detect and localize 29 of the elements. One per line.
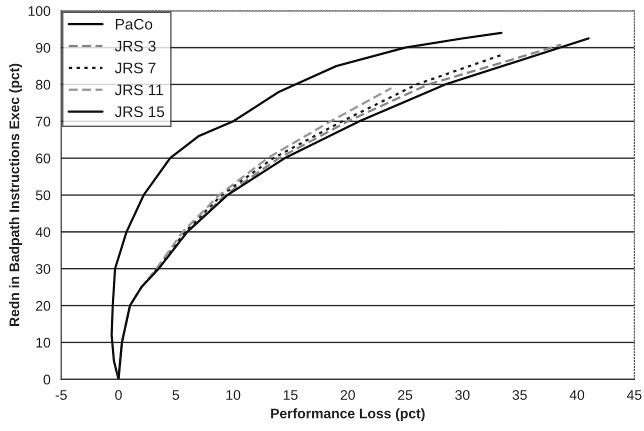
y-tick-label: 40 <box>36 227 50 238</box>
y-tick-label: 70 <box>36 116 50 126</box>
legend-label: PaCo <box>116 18 152 30</box>
x-tick-label: 15 <box>284 390 298 400</box>
x-tick-label: 45 <box>626 390 642 400</box>
x-tick-label: 5 <box>172 390 180 400</box>
x-tick-label: 40 <box>570 390 584 400</box>
legend-label: JRS 7 <box>114 62 156 74</box>
y-axis-title: Redn in Badpath Instructions Exec (pct) <box>9 64 22 326</box>
y-tick-label: 100 <box>28 6 50 16</box>
y-tick-label: 80 <box>36 80 50 90</box>
y-tick-label: 20 <box>36 300 50 311</box>
x-tick-label: 25 <box>398 390 412 400</box>
legend-label: JRS 15 <box>114 106 164 118</box>
y-tick-label: 10 <box>36 338 50 348</box>
legend-label: JRS 3 <box>114 40 156 52</box>
y-tick-label: 90 <box>36 42 50 53</box>
x-tick-label: -5 <box>56 390 67 400</box>
y-tick-label: 30 <box>36 264 50 274</box>
y-tick-label: 60 <box>36 154 50 164</box>
y-tick-label: 0 <box>44 374 50 384</box>
legend-label: JRS 11 <box>114 84 163 96</box>
y-tick-label: 50 <box>36 190 50 200</box>
x-tick-label: 20 <box>340 390 355 400</box>
x-tick-label: 30 <box>455 390 470 400</box>
x-axis-title: Performance Loss (pct) <box>271 408 425 422</box>
x-tick-label: 35 <box>512 390 527 400</box>
x-tick-label: 10 <box>226 390 240 400</box>
x-tick-label: 0 <box>115 390 122 400</box>
